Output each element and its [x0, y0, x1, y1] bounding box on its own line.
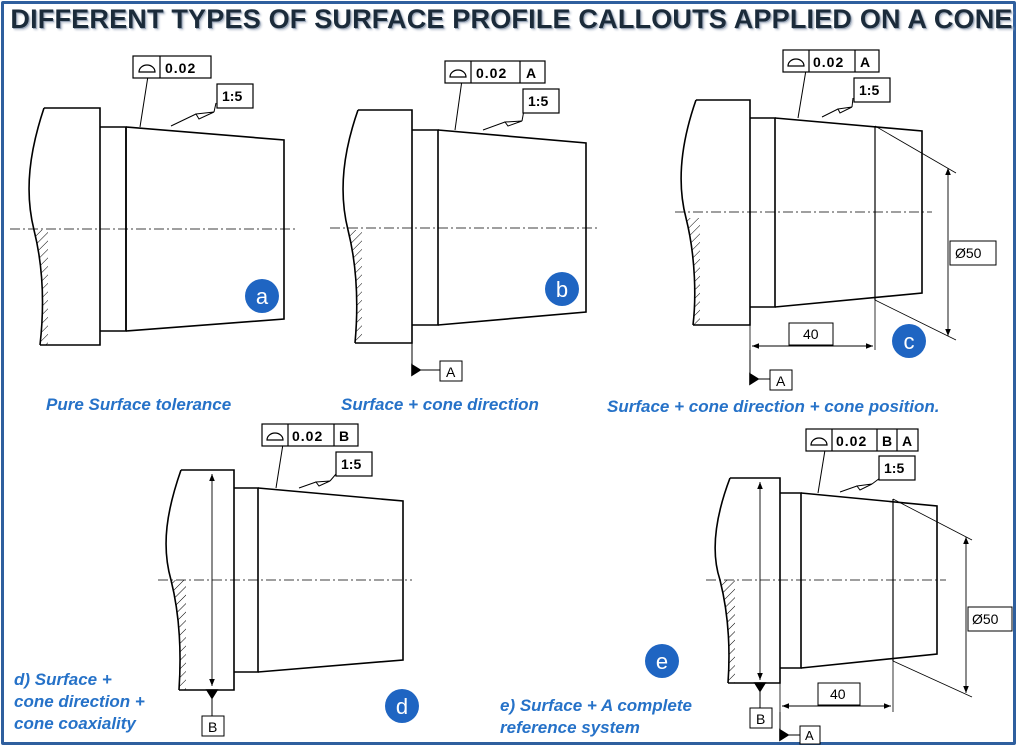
svg-text:c: c	[904, 329, 915, 354]
svg-text:A: A	[902, 433, 912, 449]
fcf-c: 0.02 A	[782, 49, 880, 73]
caption-a: Pure Surface tolerance	[46, 395, 232, 414]
svg-text:0.02: 0.02	[165, 60, 196, 76]
caption-d-line-1: d) Surface +	[14, 670, 112, 689]
svg-text:B: B	[756, 711, 765, 727]
taper-a: 1:5	[216, 83, 254, 109]
badge-b: b	[545, 272, 579, 306]
fcf-b: 0.02 A	[444, 60, 546, 84]
fcf-a: 0.02	[132, 55, 212, 79]
svg-text:1:5: 1:5	[884, 460, 904, 476]
view-a	[10, 75, 296, 346]
svg-text:0.02: 0.02	[292, 428, 323, 444]
view-c	[675, 69, 957, 386]
badge-c: c	[892, 324, 926, 358]
caption-c: Surface + cone direction + cone position…	[607, 397, 940, 416]
fcf-e: 0.02 B A	[805, 428, 919, 452]
surface-profile-icon	[138, 64, 156, 73]
badge-a: a	[245, 279, 279, 313]
svg-text:a: a	[256, 284, 269, 309]
badge-d: d	[385, 689, 419, 723]
svg-text:A: A	[446, 364, 456, 380]
datum-c: A	[769, 369, 793, 391]
svg-text:0.02: 0.02	[476, 65, 507, 81]
svg-text:B: B	[208, 719, 217, 735]
svg-text:e: e	[656, 649, 668, 674]
svg-text:A: A	[805, 728, 814, 743]
surface-profile-icon	[810, 437, 828, 446]
dim-length-c: 40	[788, 322, 834, 346]
svg-text:B: B	[882, 433, 892, 449]
svg-text:40: 40	[803, 326, 819, 342]
caption-d-line-2: cone direction +	[14, 692, 145, 711]
datum-d: B	[201, 715, 225, 737]
svg-text:Ø50: Ø50	[972, 611, 999, 627]
dim-length-e: 40	[817, 682, 861, 706]
figure-title: DIFFERENT TYPES OF SURFACE PROFILE CALLO…	[10, 4, 1013, 34]
taper-b: 1:5	[522, 88, 560, 114]
svg-text:0.02: 0.02	[813, 54, 844, 70]
svg-text:b: b	[556, 277, 568, 302]
datum-e-a: A	[799, 725, 821, 745]
svg-text:d: d	[396, 694, 408, 719]
svg-text:1:5: 1:5	[859, 82, 879, 98]
datum-e-b: B	[749, 707, 773, 729]
badge-e: e	[645, 644, 679, 678]
svg-text:0.02: 0.02	[836, 433, 867, 449]
view-b	[330, 79, 598, 377]
caption-b: Surface + cone direction	[341, 395, 539, 414]
svg-text:40: 40	[830, 686, 846, 702]
caption-e-line-1: e) Surface + A complete	[500, 696, 692, 715]
dim-diameter-e: Ø50	[967, 606, 1013, 632]
datum-b: A	[439, 360, 463, 382]
svg-text:A: A	[776, 373, 786, 389]
surface-profile-icon	[449, 69, 467, 78]
caption-e-line-2: reference system	[500, 718, 640, 737]
taper-c: 1:5	[853, 77, 891, 103]
caption-d-line-3: cone coaxiality	[14, 714, 136, 733]
svg-text:B: B	[339, 428, 349, 444]
view-d	[158, 443, 412, 716]
svg-text:A: A	[526, 65, 536, 81]
svg-text:A: A	[860, 54, 870, 70]
svg-text:Ø50: Ø50	[955, 245, 982, 261]
surface-profile-icon	[266, 432, 284, 441]
view-e	[706, 449, 973, 742]
surface-profile-icon	[787, 58, 805, 67]
taper-d: 1:5	[335, 451, 373, 477]
svg-text:1:5: 1:5	[528, 93, 548, 109]
taper-e: 1:5	[878, 455, 916, 481]
fcf-d: 0.02 B	[261, 423, 359, 447]
svg-text:1:5: 1:5	[341, 456, 361, 472]
dim-diameter-c: Ø50	[949, 240, 997, 266]
svg-text:1:5: 1:5	[222, 88, 242, 104]
